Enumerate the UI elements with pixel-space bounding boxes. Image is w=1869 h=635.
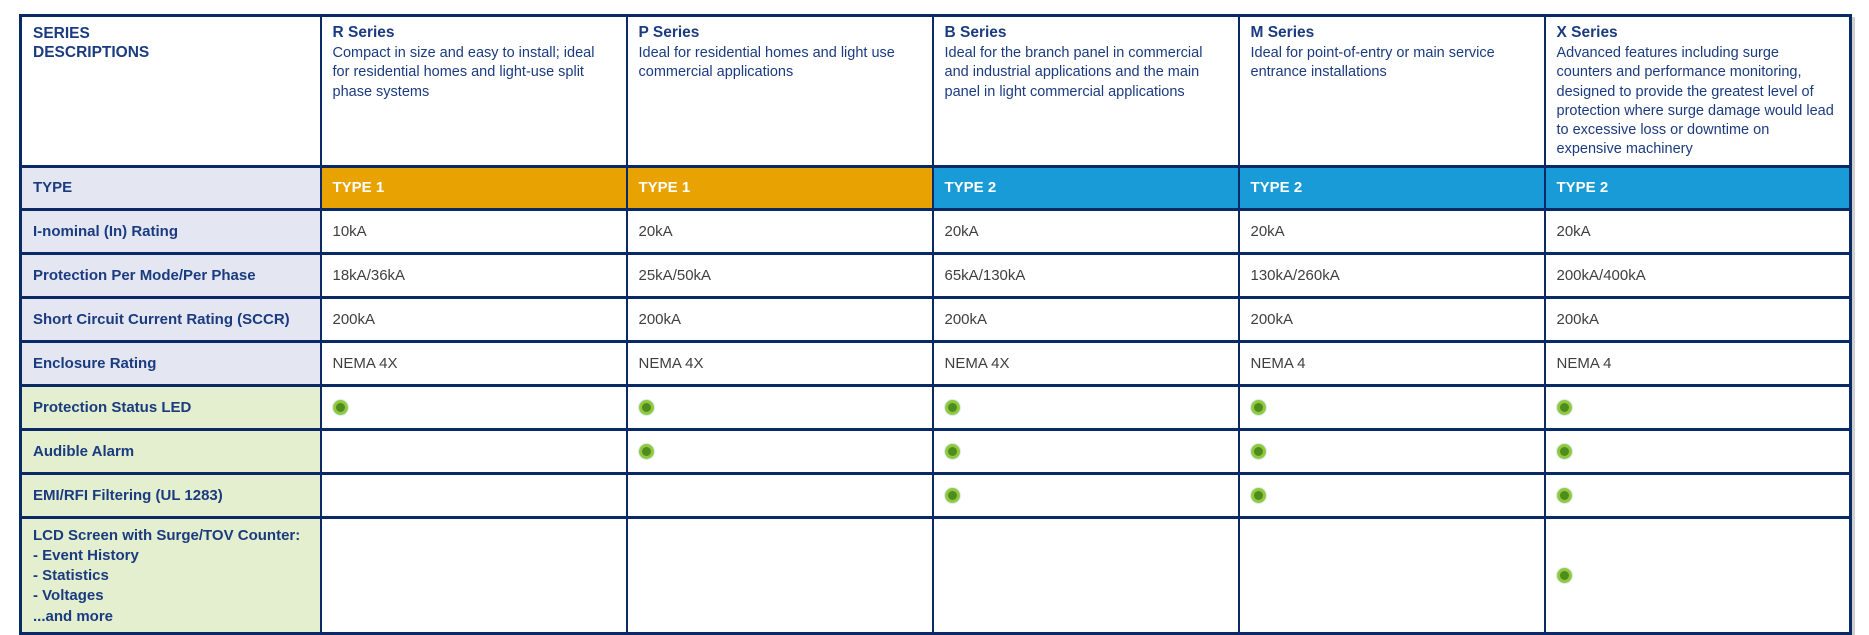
spec-value-cell: 25kA/50kA: [625, 251, 934, 299]
series-header-cell-p: P Series Ideal for residential homes and…: [625, 14, 934, 168]
feature-cell: [319, 427, 628, 475]
type-row-label: TYPE: [19, 164, 322, 211]
feature-cell: [625, 471, 934, 519]
spec-row-label: Protection Per Mode/Per Phase: [19, 251, 322, 299]
spec-row-label: I-nominal (In) Rating: [19, 207, 322, 255]
feature-cell: [931, 427, 1240, 475]
spec-row-label: Short Circuit Current Rating (SCCR): [19, 295, 322, 343]
spec-row-label: Enclosure Rating: [19, 339, 322, 387]
spec-row-protection-per-mode: Protection Per Mode/Per Phase 18kA/36kA …: [19, 251, 1852, 299]
status-dot-icon: [332, 400, 348, 416]
spec-value-cell: 20kA: [625, 207, 934, 255]
spec-value-cell: 20kA: [931, 207, 1240, 255]
feature-row-label: Audible Alarm: [19, 427, 322, 475]
spec-row-enclosure: Enclosure Rating NEMA 4X NEMA 4X NEMA 4X…: [19, 339, 1852, 387]
spec-value-cell: NEMA 4X: [319, 339, 628, 387]
feature-cell: [1543, 427, 1852, 475]
spec-value-cell: 10kA: [319, 207, 628, 255]
status-dot-icon: [1556, 400, 1572, 416]
series-header-cell-x: X Series Advanced features including sur…: [1543, 14, 1852, 168]
series-name: X Series: [1556, 24, 1618, 41]
status-dot-icon: [1250, 400, 1266, 416]
corner-header-label: SERIES DESCRIPTIONS: [33, 25, 150, 62]
feature-cell: [1237, 427, 1546, 475]
status-dot-icon: [944, 400, 960, 416]
type-row: TYPE TYPE 1 TYPE 1 TYPE 2 TYPE 2 TYPE 2: [19, 164, 1852, 211]
spec-value-cell: 200kA: [931, 295, 1240, 343]
series-name: M Series: [1250, 24, 1315, 41]
spec-value-cell: 65kA/130kA: [931, 251, 1240, 299]
status-dot-icon: [638, 400, 654, 416]
status-dot-icon: [1556, 488, 1572, 504]
spec-value-cell: 200kA: [319, 295, 628, 343]
feature-cell: [319, 383, 628, 431]
spec-row-inominal: I-nominal (In) Rating 10kA 20kA 20kA 20k…: [19, 207, 1852, 255]
feature-cell: [931, 383, 1240, 431]
spec-value-cell: NEMA 4X: [931, 339, 1240, 387]
spec-value-cell: 200kA: [625, 295, 934, 343]
spec-value-cell: NEMA 4X: [625, 339, 934, 387]
series-description: Ideal for the branch panel in commercial…: [944, 45, 1203, 100]
status-dot-icon: [638, 444, 654, 460]
status-dot-icon: [1556, 568, 1572, 584]
status-dot-icon: [944, 444, 960, 460]
feature-cell: [1237, 515, 1546, 635]
feature-row-lcd-screen: LCD Screen with Surge/TOV Counter: - Eve…: [19, 515, 1852, 635]
series-description: Advanced features including surge counte…: [1556, 45, 1834, 158]
spec-value-cell: 200kA: [1237, 295, 1546, 343]
corner-header-cell: SERIES DESCRIPTIONS: [19, 14, 322, 168]
series-name: R Series: [332, 24, 395, 41]
type-cell-m: TYPE 2: [1237, 164, 1546, 211]
feature-cell: [1237, 471, 1546, 519]
type-cell-b: TYPE 2: [931, 164, 1240, 211]
series-description: Ideal for point-of-entry or main service…: [1250, 45, 1495, 81]
series-header-cell-r: R Series Compact in size and easy to ins…: [319, 14, 628, 168]
feature-cell: [625, 515, 934, 635]
feature-row-label: LCD Screen with Surge/TOV Counter: - Eve…: [19, 515, 322, 635]
spec-value-cell: 130kA/260kA: [1237, 251, 1546, 299]
spec-value-cell: 20kA: [1237, 207, 1546, 255]
status-dot-icon: [1250, 488, 1266, 504]
feature-cell: [625, 427, 934, 475]
feature-row-status-led: Protection Status LED: [19, 383, 1852, 431]
series-name: P Series: [638, 24, 700, 41]
feature-row-audible-alarm: Audible Alarm: [19, 427, 1852, 475]
series-description: Ideal for residential homes and light us…: [638, 45, 895, 81]
feature-cell: [1237, 383, 1546, 431]
spec-value-cell: NEMA 4: [1543, 339, 1852, 387]
feature-row-label: EMI/RFI Filtering (UL 1283): [19, 471, 322, 519]
spec-value-cell: 200kA: [1543, 295, 1852, 343]
type-cell-x: TYPE 2: [1543, 164, 1852, 211]
series-header-cell-m: M Series Ideal for point-of-entry or mai…: [1237, 14, 1546, 168]
feature-cell: [1543, 383, 1852, 431]
feature-cell: [625, 383, 934, 431]
feature-cell: [1543, 471, 1852, 519]
series-comparison-table-wrap: SERIES DESCRIPTIONS R Series Compact in …: [19, 14, 1852, 635]
feature-cell: [931, 515, 1240, 635]
feature-cell: [1543, 515, 1852, 635]
spec-value-cell: 200kA/400kA: [1543, 251, 1852, 299]
spec-value-cell: 18kA/36kA: [319, 251, 628, 299]
status-dot-icon: [1250, 444, 1266, 460]
feature-row-emi-rfi: EMI/RFI Filtering (UL 1283): [19, 471, 1852, 519]
series-header-cell-b: B Series Ideal for the branch panel in c…: [931, 14, 1240, 168]
feature-row-label: Protection Status LED: [19, 383, 322, 431]
feature-cell: [319, 471, 628, 519]
series-name: B Series: [944, 24, 1007, 41]
type-cell-p: TYPE 1: [625, 164, 934, 211]
type-cell-r: TYPE 1: [319, 164, 628, 211]
spec-value-cell: 20kA: [1543, 207, 1852, 255]
series-header-row: SERIES DESCRIPTIONS R Series Compact in …: [19, 14, 1852, 168]
feature-cell: [931, 471, 1240, 519]
status-dot-icon: [944, 488, 960, 504]
status-dot-icon: [1556, 444, 1572, 460]
feature-cell: [319, 515, 628, 635]
spec-row-sccr: Short Circuit Current Rating (SCCR) 200k…: [19, 295, 1852, 343]
series-comparison-table: SERIES DESCRIPTIONS R Series Compact in …: [19, 14, 1852, 635]
series-description: Compact in size and easy to install; ide…: [332, 45, 595, 100]
spec-value-cell: NEMA 4: [1237, 339, 1546, 387]
